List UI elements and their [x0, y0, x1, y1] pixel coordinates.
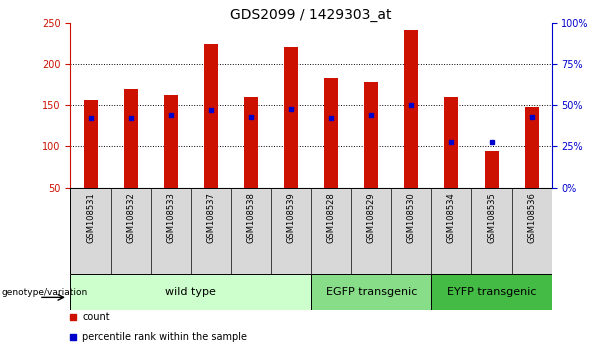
Text: EGFP transgenic: EGFP transgenic: [326, 287, 417, 297]
Bar: [244, 97, 258, 188]
Bar: [70, 274, 311, 310]
Text: wild type: wild type: [166, 287, 216, 297]
Text: count: count: [82, 312, 110, 322]
Bar: [83, 99, 97, 188]
Text: GSM108530: GSM108530: [407, 192, 416, 243]
Text: GSM108529: GSM108529: [367, 192, 376, 242]
Bar: [124, 89, 138, 188]
Bar: [284, 47, 298, 188]
Text: percentile rank within the sample: percentile rank within the sample: [82, 332, 247, 342]
Bar: [364, 82, 378, 188]
Bar: [525, 107, 539, 188]
Text: GSM108537: GSM108537: [207, 192, 215, 243]
Bar: [311, 274, 432, 310]
Bar: [484, 150, 498, 188]
Text: GSM108533: GSM108533: [166, 192, 175, 243]
Title: GDS2099 / 1429303_at: GDS2099 / 1429303_at: [230, 8, 392, 22]
Text: GSM108539: GSM108539: [286, 192, 295, 243]
Text: GSM108535: GSM108535: [487, 192, 496, 243]
Text: genotype/variation: genotype/variation: [2, 287, 88, 297]
Bar: [432, 274, 552, 310]
Text: GSM108538: GSM108538: [246, 192, 256, 243]
Text: GSM108528: GSM108528: [327, 192, 336, 243]
Bar: [164, 95, 178, 188]
Text: GSM108534: GSM108534: [447, 192, 456, 243]
Bar: [204, 44, 218, 188]
Text: EYFP transgenic: EYFP transgenic: [447, 287, 536, 297]
Bar: [324, 78, 338, 188]
Text: GSM108531: GSM108531: [86, 192, 95, 243]
Text: GSM108536: GSM108536: [527, 192, 536, 243]
Bar: [405, 30, 418, 188]
Bar: [444, 97, 459, 188]
Text: GSM108532: GSM108532: [126, 192, 135, 243]
